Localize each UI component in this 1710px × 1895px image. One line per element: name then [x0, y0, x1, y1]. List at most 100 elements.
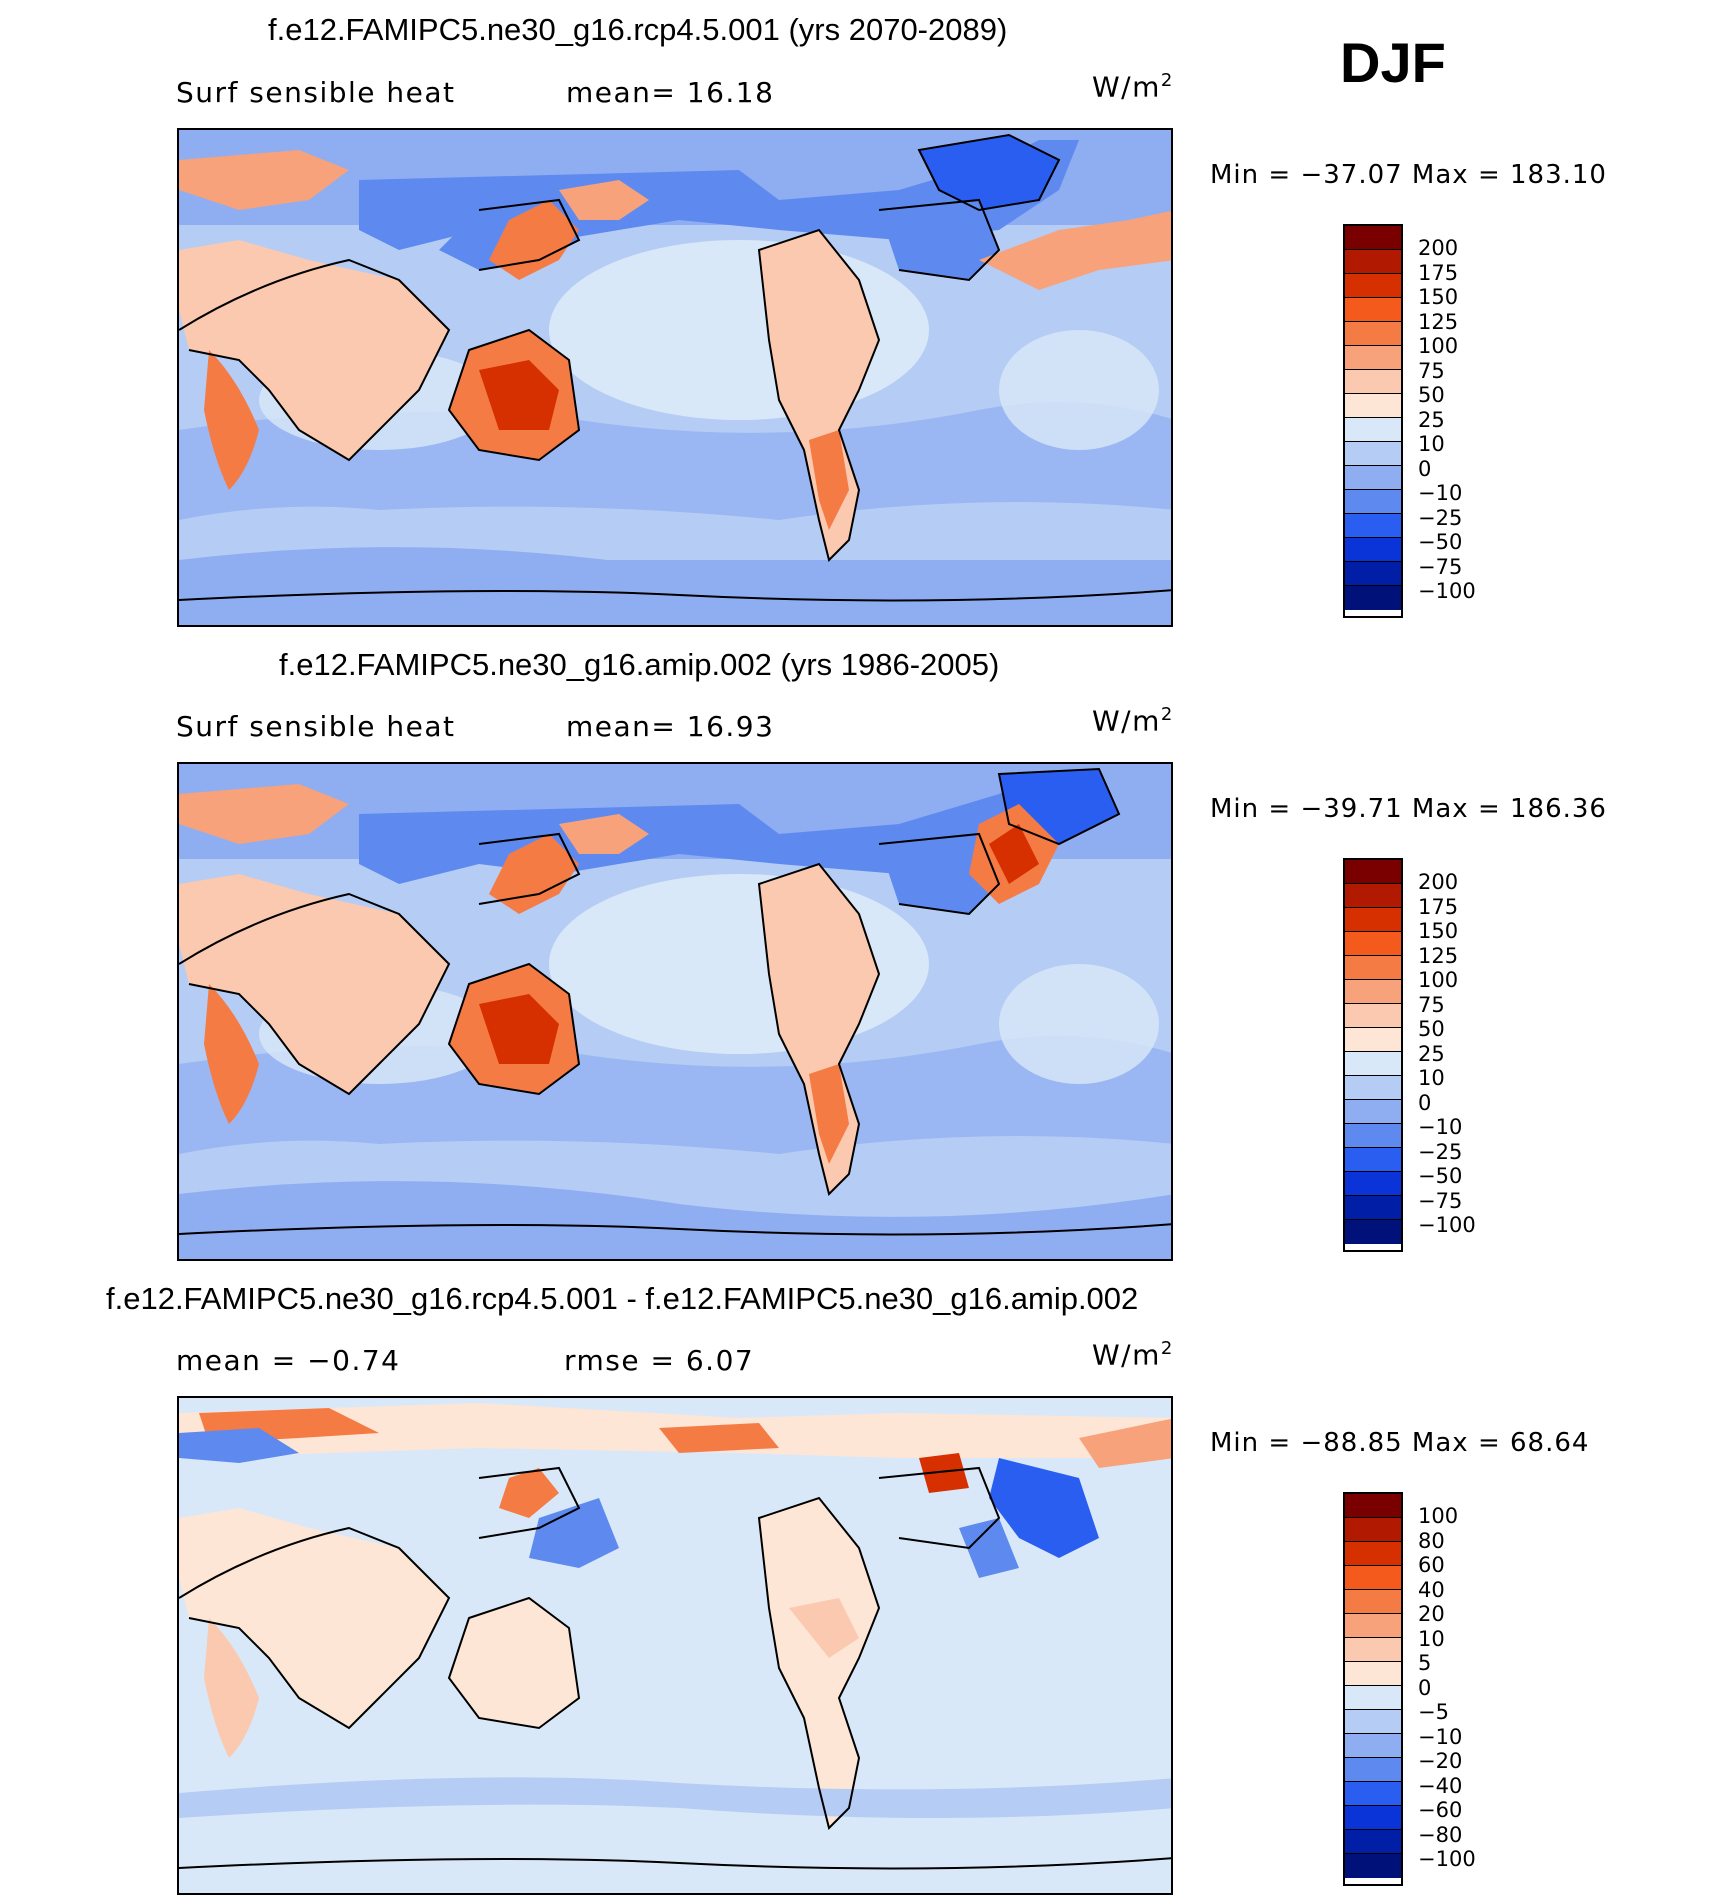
panel-2-title: f.e12.FAMIPC5.ne30_g16.amip.002 (yrs 198… — [279, 647, 1000, 682]
panel-1-units: W/m2 — [1092, 70, 1174, 104]
colorbar-swatch — [1345, 1124, 1401, 1148]
colorbar-swatch — [1345, 466, 1401, 490]
colorbar-label: 5 — [1418, 1651, 1432, 1675]
colorbar-swatch — [1345, 1148, 1401, 1172]
colorbar-label: −75 — [1418, 1188, 1463, 1213]
colorbar-label: −10 — [1418, 481, 1463, 505]
colorbar-swatch — [1345, 1710, 1401, 1734]
colorbar-label: −50 — [1418, 1164, 1463, 1188]
colorbar-label: −5 — [1418, 1700, 1449, 1724]
colorbar-swatch — [1345, 860, 1401, 884]
colorbar-swatch — [1345, 490, 1401, 514]
panel-3-units: W/m2 — [1092, 1338, 1174, 1372]
colorbar-swatch — [1345, 1052, 1401, 1076]
panel-3-map — [177, 1396, 1173, 1895]
colorbar-label: 0 — [1418, 1090, 1432, 1115]
colorbar-swatch — [1345, 394, 1401, 418]
colorbar-swatch — [1345, 1806, 1401, 1830]
colorbar-swatch — [1345, 1196, 1401, 1220]
colorbar-swatch — [1345, 538, 1401, 562]
panel-2-map-svg — [179, 764, 1171, 1259]
colorbar-swatch — [1345, 980, 1401, 1004]
colorbar-label: 60 — [1418, 1553, 1445, 1577]
colorbar-label: 100 — [1418, 968, 1459, 992]
colorbar-label: 125 — [1418, 309, 1459, 334]
panel-1-title: f.e12.FAMIPC5.ne30_g16.rcp4.5.001 (yrs 2… — [268, 12, 1008, 47]
colorbar-label: −100 — [1418, 1847, 1476, 1871]
colorbar-swatch — [1345, 932, 1401, 956]
panel-1-variable: Surf sensible heat — [176, 76, 456, 109]
colorbar-swatch — [1345, 226, 1401, 250]
colorbar-swatch — [1345, 586, 1401, 610]
colorbar-swatch — [1345, 1782, 1401, 1806]
colorbar-label: 25 — [1418, 407, 1445, 432]
colorbar-swatch — [1345, 1542, 1401, 1566]
colorbar-swatch — [1345, 884, 1401, 908]
colorbar-label: 150 — [1418, 285, 1459, 309]
panel-3-min-max: Min = −88.85 Max = 68.64 — [1210, 1428, 1590, 1458]
colorbar-label: 50 — [1418, 383, 1445, 407]
panel-2-colorbar — [1343, 858, 1403, 1252]
colorbar-swatch — [1345, 1494, 1401, 1518]
colorbar-label: −10 — [1418, 1724, 1463, 1749]
colorbar-label: 175 — [1418, 894, 1459, 919]
colorbar-label: 125 — [1418, 943, 1459, 968]
panel-1-map — [177, 128, 1173, 627]
colorbar-label: 10 — [1418, 1066, 1445, 1090]
panel-1-min-max: Min = −37.07 Max = 183.10 — [1210, 160, 1607, 190]
colorbar-swatch — [1345, 1076, 1401, 1100]
colorbar-swatch — [1345, 562, 1401, 586]
panel-2-variable: Surf sensible heat — [176, 710, 456, 743]
panel-1-map-svg — [179, 130, 1171, 625]
colorbar-swatch — [1345, 418, 1401, 442]
colorbar-swatch — [1345, 1830, 1401, 1854]
panel-1-colorbar — [1343, 224, 1403, 618]
colorbar-swatch — [1345, 1854, 1401, 1878]
colorbar-label: 40 — [1418, 1577, 1445, 1602]
colorbar-label: −50 — [1418, 530, 1463, 554]
panel-3-colorbar — [1343, 1492, 1403, 1886]
colorbar-label: 20 — [1418, 1602, 1445, 1626]
colorbar-label: 0 — [1418, 1675, 1432, 1700]
colorbar-swatch — [1345, 442, 1401, 466]
colorbar-label: 75 — [1418, 992, 1445, 1017]
colorbar-label: −60 — [1418, 1798, 1463, 1822]
colorbar-label: −100 — [1418, 579, 1476, 603]
colorbar-swatch — [1345, 322, 1401, 346]
colorbar-label: 0 — [1418, 456, 1432, 481]
panel-2-min-max: Min = −39.71 Max = 186.36 — [1210, 794, 1607, 824]
colorbar-swatch — [1345, 1028, 1401, 1052]
colorbar-label: 10 — [1418, 432, 1445, 456]
colorbar-swatch — [1345, 1734, 1401, 1758]
colorbar-swatch — [1345, 514, 1401, 538]
colorbar-label: −10 — [1418, 1115, 1463, 1139]
colorbar-label: 25 — [1418, 1041, 1445, 1066]
colorbar-swatch — [1345, 1518, 1401, 1542]
colorbar-swatch — [1345, 274, 1401, 298]
colorbar-swatch — [1345, 1566, 1401, 1590]
colorbar-label: −100 — [1418, 1213, 1476, 1237]
panel-2-map — [177, 762, 1173, 1261]
colorbar-swatch — [1345, 1662, 1401, 1686]
panel-2-mean: mean= 16.93 — [566, 710, 775, 743]
colorbar-swatch — [1345, 370, 1401, 394]
season-label: DJF — [1340, 31, 1446, 94]
panel-2-units: W/m2 — [1092, 704, 1174, 738]
colorbar-label: 50 — [1418, 1017, 1445, 1041]
colorbar-label: −40 — [1418, 1773, 1463, 1798]
colorbar-label: 175 — [1418, 260, 1459, 285]
colorbar-swatch — [1345, 1172, 1401, 1196]
colorbar-swatch — [1345, 956, 1401, 980]
colorbar-swatch — [1345, 1004, 1401, 1028]
colorbar-label: 10 — [1418, 1626, 1445, 1651]
colorbar-label: 100 — [1418, 334, 1459, 358]
colorbar-label: 100 — [1418, 1504, 1459, 1528]
colorbar-swatch — [1345, 1614, 1401, 1638]
colorbar-swatch — [1345, 250, 1401, 274]
colorbar-label: −20 — [1418, 1749, 1463, 1773]
colorbar-label: 80 — [1418, 1528, 1445, 1553]
colorbar-label: 75 — [1418, 358, 1445, 383]
panel-3-rmse: rmse = 6.07 — [564, 1344, 755, 1377]
colorbar-swatch — [1345, 908, 1401, 932]
colorbar-swatch — [1345, 1220, 1401, 1244]
